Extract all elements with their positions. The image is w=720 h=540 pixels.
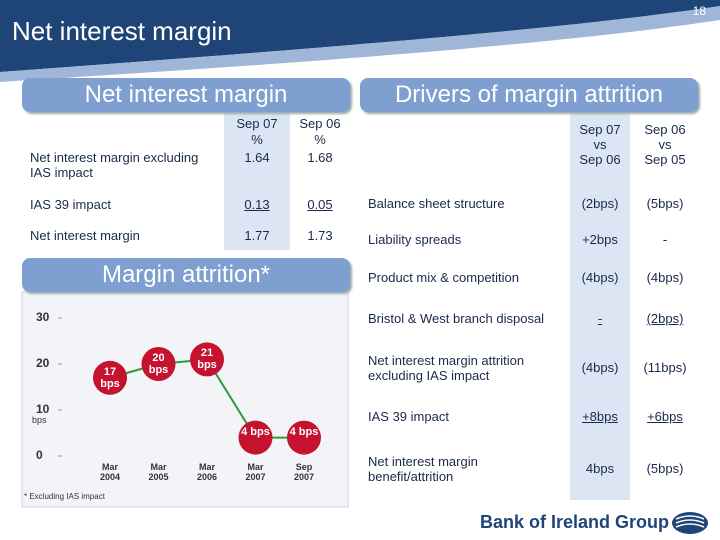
y-tick-label: 20 [36,356,50,370]
row-label: Net interest margin attrition excluding … [368,353,525,383]
row-label: Net interest margin excluding IAS impact [30,150,199,180]
cell-value: (11bps) [643,360,687,375]
row-label: IAS 39 impact [368,409,449,424]
y-axis-label: bps [32,415,47,425]
x-tick-label: Sep 2007 [293,462,315,482]
logo-waves [675,515,705,528]
cell-value: 1.64 [244,150,270,165]
panel-heading: Net interest margin [22,78,350,112]
cell-value: 0.13 [244,197,270,212]
row-label: Bristol & West branch disposal [368,311,545,326]
data-point [287,420,321,455]
column-header: Sep 06 [299,116,341,131]
x-tick-label: Mar 2005 [148,462,169,482]
page-number: 18 [692,4,706,18]
cell-value: +2bps [582,232,618,247]
cell-value: (2bps) [581,196,619,211]
data-point [238,420,273,455]
cell-value: (4bps) [646,270,684,285]
cell-value: 0.05 [307,197,333,212]
x-tick-label: Mar 2007 [245,462,266,482]
row-label: Product mix & competition [368,270,520,285]
cell-value: (2bps) [646,311,684,326]
x-tick-label: Mar 2006 [196,462,218,482]
data-label: 4 bps [289,425,319,438]
slide-title: Net interest margin [12,16,232,46]
panel-heading: Margin attrition* [22,258,350,292]
column-header: % [251,132,263,147]
cell-value: (4bps) [581,270,619,285]
column-header: vs [658,137,672,152]
logo-text: Bank of Ireland Group [480,512,670,532]
column-header: % [314,132,326,147]
header-band [0,0,720,72]
column-header: Sep 07 [236,116,278,131]
row-label: IAS 39 impact [30,197,111,212]
y-tick-label: 10 [36,402,50,416]
left-column-shade [224,112,290,250]
data-label: 20 bps [148,352,169,376]
cell-value: 1.68 [307,150,333,165]
cell-value: - [662,232,668,247]
footnote: * Excluding IAS impact [24,492,105,501]
chart [58,317,321,457]
header-swoosh [0,6,720,82]
y-tick-label: 0 [36,448,43,462]
cell-value: 1.77 [244,228,270,243]
cell-value: (5bps) [646,461,684,476]
cell-value: +6bps [647,409,683,424]
row-label: Balance sheet structure [368,196,505,211]
row-label: Net interest margin [30,228,140,243]
data-point [93,360,127,395]
row-label: Liability spreads [368,232,462,247]
x-tick-label: Mar 2004 [99,462,121,482]
cell-value: (4bps) [581,360,619,375]
column-header: Sep 07 [579,122,621,137]
data-point [141,347,176,381]
cell-value: 4bps [585,461,615,476]
y-tick-label: 30 [36,310,50,324]
chart-box [21,291,349,508]
cell-value: (5bps) [646,196,684,211]
cell-value: +8bps [582,409,618,424]
column-header: Sep 06 [579,152,621,167]
data-label: 21 bps [197,347,217,372]
cell-value: - [597,311,603,326]
cell-value: 1.73 [307,228,333,243]
column-header: Sep 05 [644,152,686,167]
right-column-shade [570,112,630,500]
column-header: Sep 06 [644,122,686,137]
panel-heading: Drivers of margin attrition [360,78,698,112]
row-label: Net interest margin benefit/attrition [368,454,478,484]
column-header: vs [593,137,607,152]
data-point [190,342,224,377]
data-label: 4 bps [241,425,270,438]
data-label: 17 bps [100,365,120,390]
